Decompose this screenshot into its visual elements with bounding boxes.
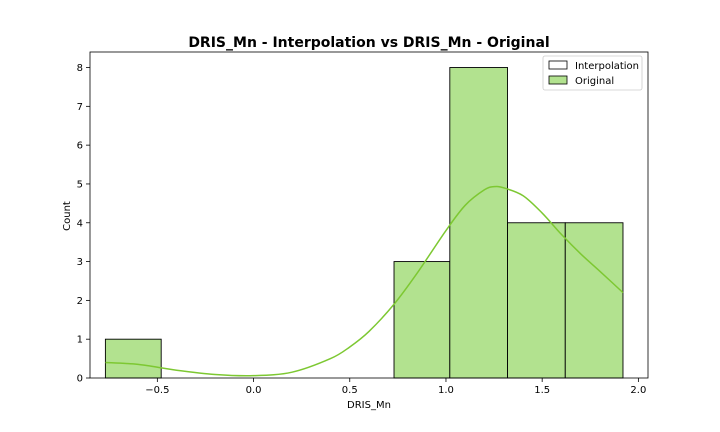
x-tick-label: 0.5	[342, 385, 358, 396]
histogram-bar	[564, 222, 624, 379]
x-tick-label: −0.5	[145, 385, 169, 396]
kde-curve-original	[105, 185, 624, 377]
bars-layer	[104, 67, 624, 379]
x-axis-label: DRIS_Mn	[347, 400, 391, 411]
y-tick-label: 4	[77, 218, 83, 229]
x-tick-label: 1.0	[438, 385, 454, 396]
legend-label-interpolation: Interpolation	[575, 61, 639, 72]
histogram-bar	[393, 261, 451, 379]
x-tick-label: 2.0	[630, 385, 646, 396]
y-tick-label: 0	[77, 374, 83, 385]
y-tick-label: 5	[77, 179, 83, 190]
y-axis: 0 1 2 3 4 5 6 7 8	[77, 63, 90, 385]
y-tick-label: 3	[77, 257, 83, 268]
histogram-bar	[507, 222, 566, 379]
chart-title: DRIS_Mn - Interpolation vs DRIS_Mn - Ori…	[188, 35, 549, 51]
x-tick-label: 0.0	[246, 385, 262, 396]
histogram-bar	[449, 67, 508, 379]
x-tick-label: 1.5	[534, 385, 550, 396]
y-tick-label: 2	[77, 296, 83, 307]
y-axis-label: Count	[62, 201, 73, 231]
histogram-bar	[104, 338, 162, 379]
y-tick-label: 8	[77, 63, 83, 74]
y-tick-label: 1	[77, 335, 83, 346]
y-tick-label: 6	[77, 141, 83, 152]
legend-label-original: Original	[575, 76, 614, 87]
legend-swatch-original	[548, 75, 568, 85]
plot-frame	[89, 51, 649, 379]
legend: Interpolation Original	[542, 55, 643, 91]
plot-area	[89, 51, 649, 379]
legend-box	[542, 55, 643, 91]
x-axis: −0.5 0.0 0.5 1.0 1.5 2.0	[145, 378, 646, 396]
y-tick-label: 7	[77, 102, 83, 113]
legend-swatch-interpolation	[548, 60, 568, 70]
